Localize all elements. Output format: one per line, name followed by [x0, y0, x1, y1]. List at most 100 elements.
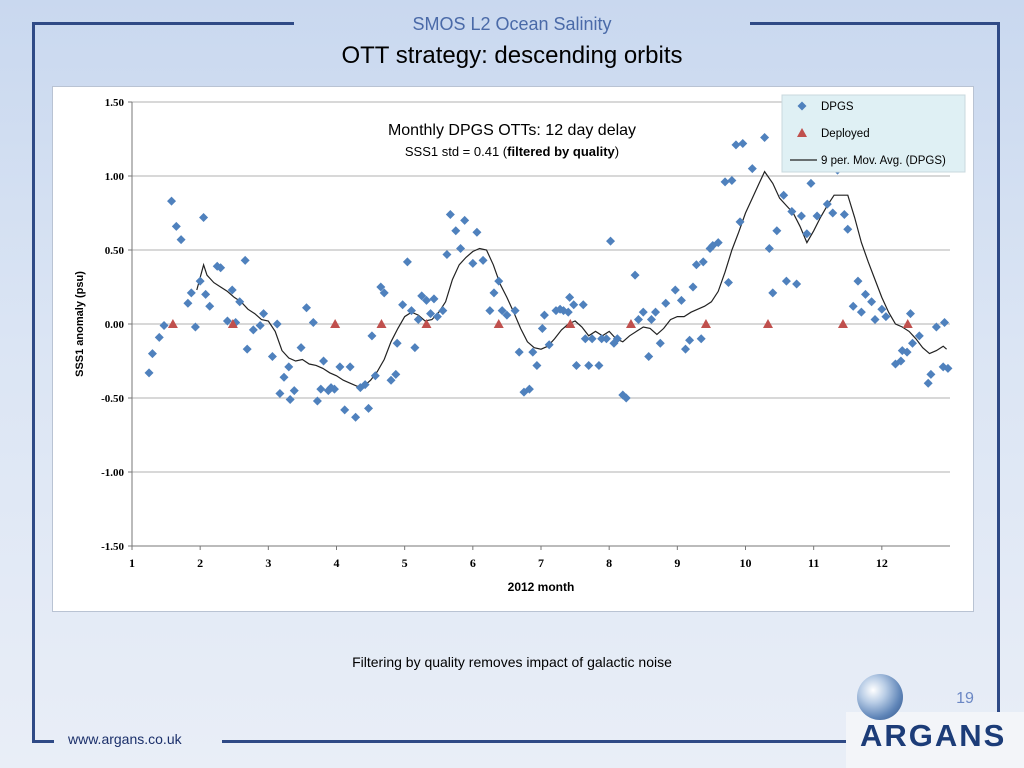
legend-entry-deployed: Deployed: [797, 128, 870, 140]
dpgs-point: [367, 331, 377, 341]
dpgs-point: [698, 257, 708, 267]
dpgs-point: [896, 356, 906, 366]
dpgs-point: [905, 309, 915, 319]
y-tick-label: -1.50: [101, 541, 124, 553]
legend-label: Deployed: [821, 128, 870, 140]
deployed-point: [227, 319, 238, 328]
page-number: 19: [956, 690, 974, 707]
dpgs-point: [661, 298, 671, 308]
moving-average-line: [196, 170, 947, 387]
dpgs-point: [914, 331, 924, 341]
dpgs-point: [908, 338, 918, 348]
dpgs-point: [943, 363, 953, 373]
dpgs-point: [379, 288, 389, 298]
dpgs-point: [302, 303, 312, 313]
deployed-point: [421, 319, 432, 328]
company-logo: ARGANS: [860, 718, 1007, 753]
website-link[interactable]: www.argans.co.uk: [68, 731, 182, 747]
dpgs-point: [351, 412, 361, 422]
legend-entry-9: 9 per. Mov. Avg. (DPGS): [790, 155, 946, 167]
x-tick-label: 11: [808, 556, 819, 570]
dpgs-point: [494, 276, 504, 286]
dpgs-point: [267, 352, 277, 362]
dpgs-point: [644, 352, 654, 362]
chart-subtitle: SSS1 std = 0.41 (filtered by quality): [405, 144, 619, 159]
dpgs-point: [843, 224, 853, 234]
x-tick-label: 5: [402, 556, 408, 570]
dpgs-point: [421, 295, 431, 305]
dpgs-point: [720, 177, 730, 187]
chart-legend: DPGS Deployed 9 per. Mov. Avg. (DPGS): [781, 94, 966, 173]
dpgs-point: [514, 347, 524, 357]
y-tick-label: 0.50: [105, 245, 125, 257]
dpgs-point: [259, 309, 269, 319]
dpgs-point: [460, 215, 470, 225]
dpgs-point: [410, 343, 420, 353]
dpgs-point: [186, 288, 196, 298]
legend-entry-dpgs: DPGS: [797, 101, 854, 113]
dpgs-point: [612, 334, 622, 344]
dpgs-point: [289, 386, 299, 396]
dpgs-point: [651, 307, 661, 317]
dpgs-point: [242, 344, 252, 354]
dpgs-point: [406, 306, 416, 316]
dpgs-point: [802, 229, 812, 239]
dpgs-point: [688, 282, 698, 292]
dpgs-point: [171, 221, 181, 231]
dpgs-point: [201, 289, 211, 299]
dpgs-point: [279, 372, 289, 382]
dpgs-point: [510, 306, 520, 316]
dpgs-point: [731, 140, 741, 150]
dpgs-point: [923, 378, 933, 388]
y-tick-label: -1.00: [101, 467, 124, 479]
globe-logo-icon: [857, 674, 903, 720]
dpgs-point: [456, 244, 466, 254]
x-axis-label: 2012 month: [508, 580, 575, 594]
dpgs-point: [828, 208, 838, 218]
dpgs-point: [167, 196, 177, 206]
dpgs-point: [735, 217, 745, 227]
dpgs-point: [275, 389, 285, 399]
dpgs-point: [442, 249, 452, 259]
x-tick-label: 2: [197, 556, 203, 570]
chart-svg: 1.501.000.500.00-0.50-1.00-1.501 2 3 4 5 6 7 8 9…: [74, 94, 966, 594]
dpgs-point: [580, 334, 590, 344]
dpgs-point: [630, 270, 640, 280]
dpgs-point: [199, 212, 209, 222]
dpgs-point: [606, 236, 616, 246]
x-tick-label: 3: [265, 556, 271, 570]
x-tick-label: 6: [470, 556, 476, 570]
dpgs-point: [563, 307, 573, 317]
dpgs-point: [216, 263, 226, 273]
dpgs-point: [417, 291, 427, 301]
dpgs-point: [376, 282, 386, 292]
dpgs-point: [877, 304, 887, 314]
dpgs-point: [451, 226, 461, 236]
dpgs-point: [764, 244, 774, 254]
dpgs-point: [468, 258, 478, 268]
dpgs-point: [312, 396, 322, 406]
frame-top-right-line: [750, 22, 1000, 25]
y-tick-label: 1.00: [105, 171, 125, 183]
dpgs-point: [154, 332, 164, 342]
x-tick-label: 7: [538, 556, 544, 570]
dpgs-point: [235, 297, 245, 307]
dpgs-point: [822, 199, 832, 209]
dpgs-point: [578, 300, 588, 310]
dpgs-point: [670, 285, 680, 295]
dpgs-point: [398, 300, 408, 310]
dpgs-point: [723, 278, 733, 288]
x-tick-label: 12: [876, 556, 888, 570]
dpgs-point: [532, 360, 542, 370]
dpgs-point: [727, 175, 737, 185]
dpgs-point: [539, 310, 549, 320]
dpgs-point: [555, 304, 565, 314]
dpgs-point: [787, 207, 797, 217]
frame-right-line: [997, 22, 1000, 712]
dpgs-point: [489, 288, 499, 298]
dpgs-point: [812, 211, 822, 221]
dpgs-point: [240, 255, 250, 265]
dpgs-point: [183, 298, 193, 308]
legend-diamond-marker: [797, 101, 807, 111]
y-tick-label: 0.00: [105, 319, 125, 331]
